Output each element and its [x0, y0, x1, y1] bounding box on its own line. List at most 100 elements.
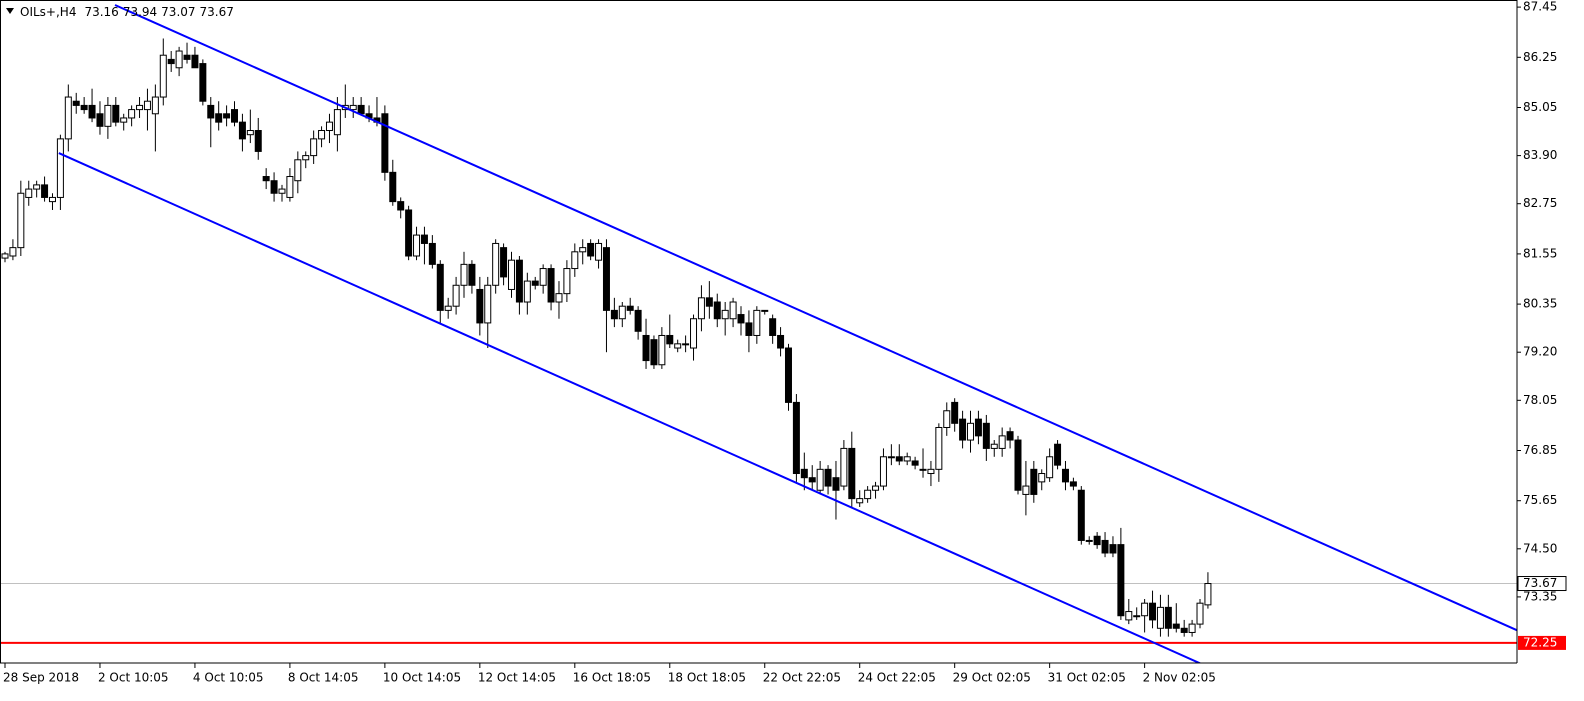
candle-body: [1030, 468, 1038, 495]
candle-body: [413, 234, 421, 257]
candle-body: [349, 104, 357, 111]
candle-body: [151, 96, 159, 115]
candle-body: [1046, 456, 1054, 479]
candle-body: [745, 322, 753, 336]
candle-body: [468, 263, 476, 286]
candle-body: [1133, 615, 1141, 618]
candle-body: [17, 192, 25, 249]
candle-body: [420, 234, 428, 244]
symbol: OILs+,H4: [20, 5, 76, 19]
candle-body: [294, 159, 302, 182]
candle-body: [278, 188, 286, 194]
y-tick-label: 74.50: [1523, 541, 1557, 555]
candle-body: [769, 318, 777, 336]
candle-body: [112, 104, 120, 123]
candle-body: [721, 309, 729, 320]
candle-body: [816, 468, 824, 491]
candle-body: [41, 184, 49, 198]
candle-body: [872, 485, 880, 491]
x-tick-label: 10 Oct 14:05: [383, 671, 461, 685]
candle-body: [595, 242, 603, 261]
candle-body: [935, 426, 943, 470]
candle-body: [1014, 439, 1022, 491]
candle-body: [658, 334, 666, 366]
candle-body: [555, 293, 563, 303]
candle-body: [864, 489, 872, 500]
candle-body: [832, 477, 840, 491]
candle-body: [682, 343, 690, 346]
candle-body: [381, 113, 389, 173]
candle-body: [191, 54, 199, 69]
header-high: 73.94: [123, 5, 157, 19]
candle-body: [310, 138, 318, 157]
y-tick-label: 73.35: [1523, 589, 1557, 603]
candle-body: [199, 63, 207, 102]
candle-body: [697, 297, 705, 320]
candle-body: [1101, 539, 1109, 554]
candle-body: [911, 460, 919, 466]
candle-body: [539, 268, 547, 286]
candle-body: [967, 422, 975, 441]
candle-body: [207, 104, 215, 119]
candle-body: [231, 109, 239, 123]
candle-body: [302, 155, 310, 161]
candle-body: [1077, 489, 1085, 541]
candle-body: [318, 130, 326, 140]
candle-body: [1141, 602, 1149, 617]
x-tick-label: 12 Oct 14:05: [478, 671, 556, 685]
candle-body: [48, 196, 56, 203]
candle-body: [405, 209, 413, 257]
candle-body: [903, 456, 911, 462]
price-tag: [1518, 635, 1566, 650]
candle-body: [1125, 611, 1133, 621]
candle-body: [389, 171, 397, 203]
candle-body: [80, 104, 88, 111]
header-low: 73.07: [161, 5, 195, 19]
candle-body: [634, 309, 642, 332]
current-price-tag: [1517, 576, 1567, 592]
candle-body: [56, 138, 64, 198]
candle-body: [1061, 468, 1069, 483]
candle-body: [452, 284, 460, 307]
candle-body: [990, 443, 998, 449]
candle-body: [974, 418, 982, 437]
candle-body: [642, 334, 650, 362]
candle-body: [587, 242, 595, 257]
candle-body: [325, 121, 333, 132]
price-tag-label: 72.25: [1523, 635, 1557, 649]
x-tick-label: 4 Oct 10:05: [193, 671, 264, 685]
x-tick-label: 29 Oct 02:05: [953, 671, 1031, 685]
candle-body: [25, 188, 33, 198]
candle-body: [737, 314, 745, 324]
candle-body: [428, 242, 436, 265]
candle-body: [1022, 485, 1030, 495]
candle-body: [982, 422, 990, 449]
candle-body: [626, 305, 634, 311]
candle-body: [895, 456, 903, 462]
candle-body: [254, 130, 262, 152]
y-tick-label: 82.75: [1523, 196, 1557, 210]
x-tick-label: 16 Oct 18:05: [573, 671, 651, 685]
candle-body: [650, 339, 658, 366]
x-tick-label: 18 Oct 18:05: [668, 671, 746, 685]
candle-body: [72, 100, 80, 106]
candle-body: [666, 334, 674, 345]
header-close: 73.67: [200, 5, 234, 19]
candle-body: [784, 347, 792, 403]
candle-body: [1069, 481, 1077, 487]
x-tick-label: 2 Oct 10:05: [98, 671, 169, 685]
header-open: 73.16: [84, 5, 118, 19]
candle-body: [88, 104, 96, 119]
x-tick-label: 28 Sep 2018: [3, 671, 79, 685]
candle-body: [563, 268, 571, 295]
candle-body: [159, 54, 167, 98]
y-tick-label: 78.05: [1523, 393, 1557, 407]
candle-body: [9, 247, 17, 257]
x-tick-label: 24 Oct 22:05: [858, 671, 936, 685]
candle-body: [879, 456, 887, 487]
candle-body: [848, 447, 856, 500]
y-tick-label: 76.85: [1523, 443, 1557, 457]
header: OILs+,H4 73.16 73.94 73.07 73.67: [20, 5, 234, 19]
